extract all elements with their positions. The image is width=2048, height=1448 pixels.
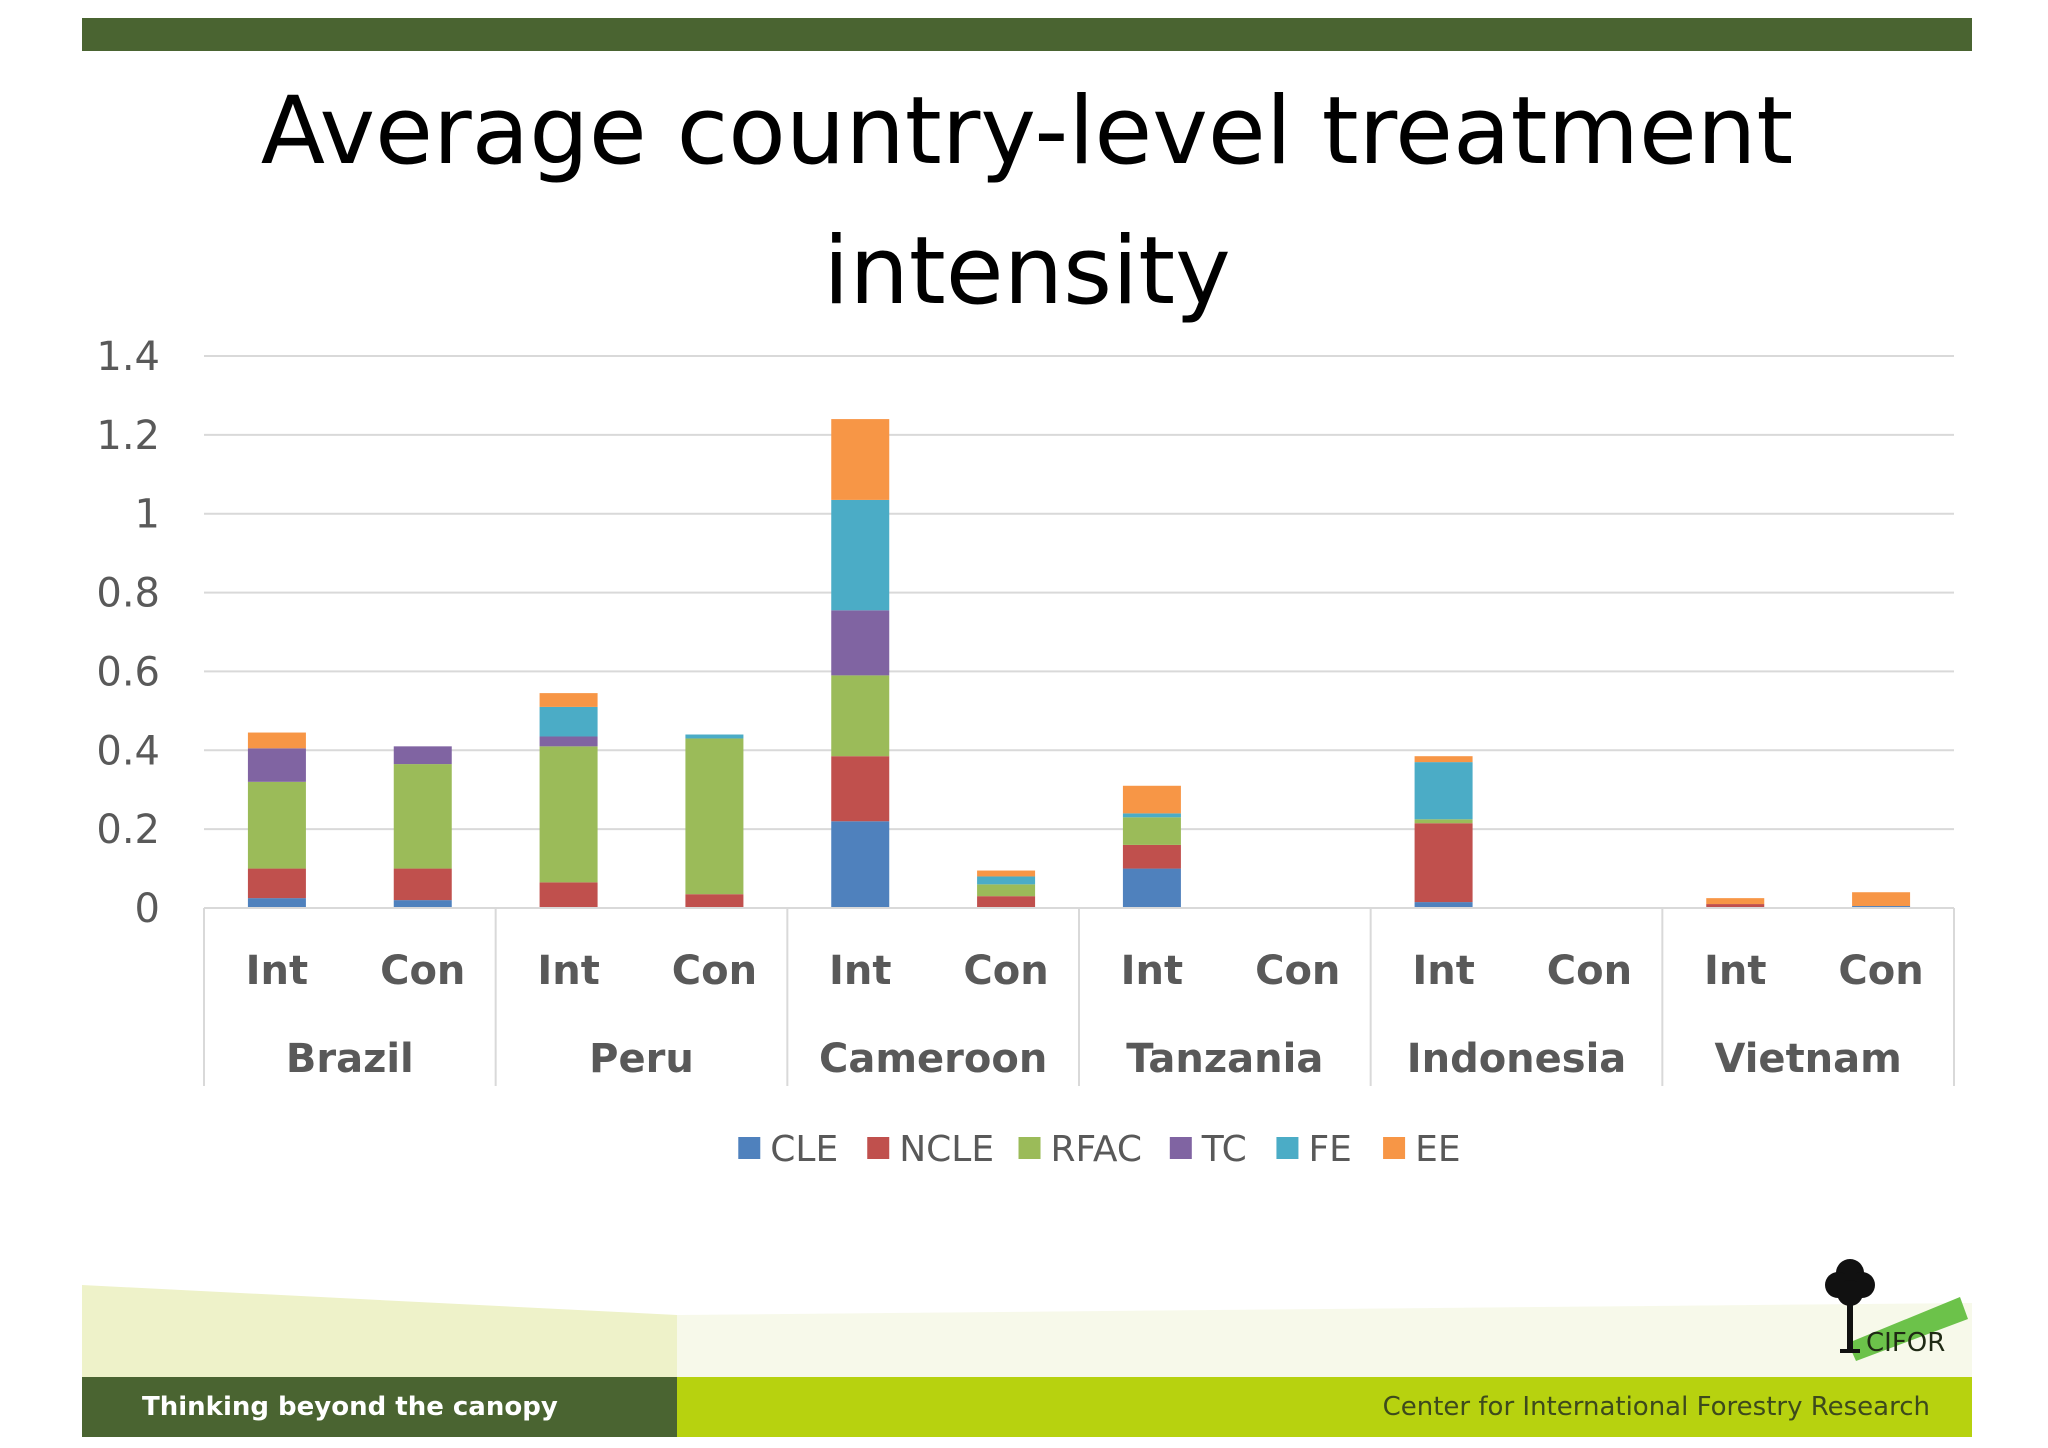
y-tick-label: 0.2 bbox=[96, 807, 160, 853]
y-tick-label: 1.4 bbox=[96, 334, 160, 380]
bar-segment bbox=[685, 894, 744, 908]
title-line-1: Average country-level treatment bbox=[260, 77, 1794, 186]
legend-swatch bbox=[1169, 1137, 1192, 1159]
bar-segment bbox=[831, 419, 890, 500]
legend-swatch bbox=[1018, 1137, 1041, 1159]
bar-segment bbox=[393, 900, 452, 908]
y-tick-label: 1.2 bbox=[96, 413, 160, 459]
group-label: Peru bbox=[589, 1036, 694, 1082]
legend-swatch bbox=[1276, 1137, 1299, 1159]
y-tick-label: 0 bbox=[135, 886, 160, 932]
y-tick-label: 0.6 bbox=[96, 649, 160, 695]
bar-segment bbox=[977, 884, 1036, 897]
bar-segment bbox=[1122, 868, 1181, 908]
bar-segment bbox=[247, 868, 306, 899]
legend-label: CLE bbox=[770, 1129, 838, 1170]
bar-segment bbox=[247, 781, 306, 869]
y-tick-label: 1 bbox=[135, 492, 160, 538]
x-tick-label: Int bbox=[537, 948, 599, 994]
bar-segment bbox=[1122, 817, 1181, 845]
bar-segment bbox=[831, 821, 890, 908]
footer-wave bbox=[82, 1285, 1972, 1377]
legend-swatch bbox=[867, 1137, 890, 1159]
bar-segment bbox=[539, 746, 598, 883]
bar-segment bbox=[685, 738, 744, 895]
x-tick-label: Con bbox=[672, 948, 757, 994]
bar-segment bbox=[393, 764, 452, 869]
bar-segment bbox=[1852, 892, 1911, 907]
bar-segment bbox=[831, 499, 890, 611]
bar-segment bbox=[1122, 785, 1181, 814]
group-label: Vietnam bbox=[1714, 1036, 1901, 1082]
bar-segment bbox=[247, 748, 306, 782]
x-tick-label: Int bbox=[1704, 948, 1766, 994]
group-label: Brazil bbox=[286, 1036, 414, 1082]
slide-title: Average country-level treatment intensit… bbox=[82, 62, 1972, 342]
bar-segment bbox=[539, 706, 598, 737]
legend-swatch bbox=[738, 1137, 761, 1159]
bar-segment bbox=[1414, 762, 1473, 820]
bar-segment bbox=[1122, 844, 1181, 869]
cifor-logo-icon bbox=[1825, 1259, 1968, 1361]
footer: Thinking beyond the canopy Center for In… bbox=[82, 1285, 1972, 1437]
legend-label: NCLE bbox=[899, 1129, 994, 1170]
logo-text: CIFOR bbox=[1866, 1328, 1946, 1358]
footer-organization: Center for International Forestry Resear… bbox=[677, 1377, 1972, 1437]
top-bar bbox=[82, 18, 1972, 51]
bar-segment bbox=[977, 896, 1036, 908]
x-tick-label: Int bbox=[1121, 948, 1183, 994]
legend-label: FE bbox=[1308, 1129, 1351, 1170]
x-tick-label: Con bbox=[1255, 948, 1340, 994]
bar-segment bbox=[831, 675, 890, 757]
legend-swatch bbox=[1383, 1137, 1406, 1159]
group-label: Cameroon bbox=[819, 1036, 1047, 1082]
bar-segment bbox=[1414, 902, 1473, 908]
x-tick-label: Int bbox=[246, 948, 308, 994]
title-line-2: intensity bbox=[823, 217, 1231, 326]
x-tick-label: Con bbox=[380, 948, 465, 994]
legend-label: RFAC bbox=[1051, 1129, 1143, 1170]
bar-segment bbox=[1414, 819, 1473, 824]
bar-segment bbox=[1414, 756, 1473, 763]
bar-segment bbox=[247, 898, 306, 908]
group-label: Tanzania bbox=[1126, 1036, 1323, 1082]
bar-segment bbox=[1122, 813, 1181, 818]
footer-tagline: Thinking beyond the canopy bbox=[82, 1377, 677, 1437]
x-tick-label: Con bbox=[1838, 948, 1923, 994]
y-tick-label: 0.4 bbox=[96, 728, 160, 774]
x-tick-label: Con bbox=[1547, 948, 1632, 994]
bar-segment bbox=[831, 756, 890, 822]
bar-segment bbox=[539, 882, 598, 908]
x-tick-label: Int bbox=[829, 948, 891, 994]
y-tick-label: 0.8 bbox=[96, 571, 160, 617]
bar-segment bbox=[1706, 904, 1765, 908]
bar-segment bbox=[977, 876, 1036, 885]
legend-label: TC bbox=[1201, 1129, 1247, 1170]
bar-segment bbox=[831, 610, 890, 676]
x-tick-label: Con bbox=[963, 948, 1048, 994]
bar-segment bbox=[539, 693, 598, 707]
group-label: Indonesia bbox=[1407, 1036, 1627, 1082]
bar-segment bbox=[977, 870, 1036, 877]
bar-segment bbox=[685, 734, 744, 739]
legend-label: EE bbox=[1415, 1129, 1461, 1170]
bar-segment bbox=[1414, 823, 1473, 903]
bar-segment bbox=[1706, 898, 1765, 905]
bar-segment bbox=[247, 732, 306, 749]
x-tick-label: Int bbox=[1412, 948, 1474, 994]
bar-segment bbox=[393, 868, 452, 901]
bar-segment bbox=[393, 746, 452, 765]
bar-segment bbox=[539, 736, 598, 747]
